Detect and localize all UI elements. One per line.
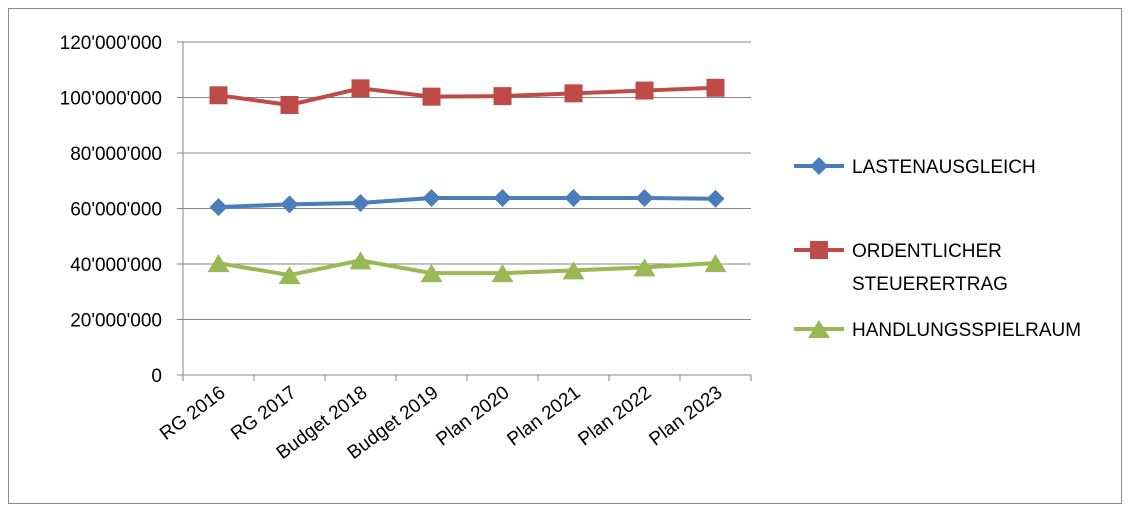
y-tick-label: 100'000'000 bbox=[60, 89, 162, 110]
legend-label-handlungsspielraum: HANDLUNGSSPIELRAUM bbox=[852, 320, 1081, 341]
data-point-lastenausgleich bbox=[422, 188, 441, 207]
data-point-lastenausgleich bbox=[280, 195, 299, 214]
series-line-lastenausgleich bbox=[216, 195, 718, 210]
legend-label-ordentlicher-steuerertrag: STEUERERTRAG bbox=[852, 274, 1008, 295]
line-chart: 0 20'000'000 40'000'000 60'000'000 80'000'00… bbox=[60, 33, 1081, 464]
data-point-handlungsspielraum bbox=[278, 266, 301, 285]
data-point-ordentlicher-steuerertrag bbox=[351, 79, 370, 98]
x-tick-label: Plan 2023 bbox=[646, 382, 727, 450]
x-tick-label: Plan 2020 bbox=[433, 382, 514, 450]
data-point-ordentlicher-steuerertrag bbox=[706, 78, 725, 97]
data-point-handlungsspielraum bbox=[349, 251, 372, 270]
data-point-ordentlicher-steuerertrag bbox=[209, 86, 228, 105]
data-point-lastenausgleich bbox=[706, 189, 725, 208]
legend-marker-handlungsspielraum bbox=[808, 320, 830, 338]
series-line-ordentlicher-steuerertrag bbox=[216, 85, 718, 107]
data-point-lastenausgleich bbox=[564, 188, 583, 207]
data-point-ordentlicher-steuerertrag bbox=[280, 95, 299, 114]
data-point-handlungsspielraum bbox=[562, 261, 585, 280]
data-point-lastenausgleich bbox=[351, 193, 370, 212]
y-tick-label: 120'000'000 bbox=[60, 33, 162, 54]
data-point-lastenausgleich bbox=[635, 188, 654, 207]
series-line-handlungsspielraum bbox=[216, 258, 718, 278]
legend-marker-lastenausgleich bbox=[810, 157, 828, 175]
data-point-ordentlicher-steuerertrag bbox=[493, 87, 512, 106]
data-point-lastenausgleich bbox=[209, 198, 228, 217]
data-point-handlungsspielraum bbox=[491, 264, 514, 283]
x-tick-label: RG 2016 bbox=[156, 382, 229, 445]
chart-frame: 0 20'000'000 40'000'000 60'000'000 80'000'00… bbox=[8, 8, 1122, 504]
legend-label-ordentlicher-steuerertrag: ORDENTLICHER bbox=[852, 241, 1002, 262]
x-tick-label: Plan 2021 bbox=[504, 382, 585, 450]
data-point-handlungsspielraum bbox=[207, 254, 230, 273]
y-tick-label: 60'000'000 bbox=[70, 200, 162, 221]
y-tick-label: 40'000'000 bbox=[70, 255, 162, 276]
data-point-handlungsspielraum bbox=[633, 258, 656, 277]
y-tick-label: 20'000'000 bbox=[70, 311, 162, 332]
data-point-lastenausgleich bbox=[493, 188, 512, 207]
data-point-ordentlicher-steuerertrag bbox=[422, 87, 441, 106]
legend-label-lastenausgleich: LASTENAUSGLEICH bbox=[852, 157, 1036, 178]
legend-marker-ordentlicher-steuerertrag bbox=[810, 241, 828, 259]
y-tick-label: 0 bbox=[151, 366, 162, 387]
data-point-handlungsspielraum bbox=[704, 254, 727, 273]
data-point-ordentlicher-steuerertrag bbox=[635, 81, 654, 100]
data-point-handlungsspielraum bbox=[420, 264, 443, 283]
x-tick-label: Plan 2022 bbox=[575, 382, 656, 450]
y-tick-label: 80'000'000 bbox=[70, 144, 162, 165]
data-point-ordentlicher-steuerertrag bbox=[564, 84, 583, 103]
